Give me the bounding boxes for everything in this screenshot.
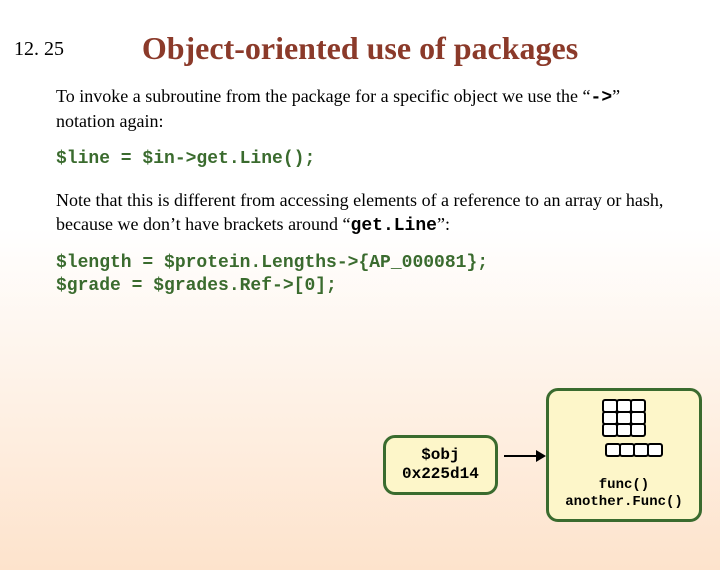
- slide-title: Object-oriented use of packages: [0, 30, 720, 67]
- package-box: func() another.Func(): [546, 388, 702, 522]
- obj-address: 0x225d14: [402, 465, 479, 484]
- data-grid-icon: [602, 399, 646, 435]
- package-functions: func() another.Func(): [559, 477, 689, 511]
- para1-arrow: ->: [591, 88, 613, 108]
- arrow-icon: [504, 452, 546, 460]
- code2-line1: $length = $protein.Lengths->{AP_000081};: [56, 252, 664, 275]
- para2-post: ”:: [437, 214, 450, 234]
- slide-content: To invoke a subroutine from the package …: [56, 85, 664, 299]
- code-block-2: $length = $protein.Lengths->{AP_000081};…: [56, 252, 664, 299]
- func1-label: func(): [559, 477, 689, 494]
- slide-number: 12. 25: [14, 38, 64, 61]
- para1-pre: To invoke a subroutine from the package …: [56, 86, 591, 106]
- paragraph-2: Note that this is different from accessi…: [56, 189, 664, 238]
- object-box: $obj 0x225d14: [383, 435, 498, 495]
- code2-line2: $grade = $grades.Ref->[0];: [56, 275, 664, 298]
- array-icon: [579, 443, 689, 457]
- paragraph-1: To invoke a subroutine from the package …: [56, 85, 664, 134]
- func2-label: another.Func(): [559, 494, 689, 511]
- para2-mono: get.Line: [351, 216, 437, 236]
- code-block-1: $line = $in->get.Line();: [56, 148, 664, 171]
- obj-label: $obj: [402, 446, 479, 465]
